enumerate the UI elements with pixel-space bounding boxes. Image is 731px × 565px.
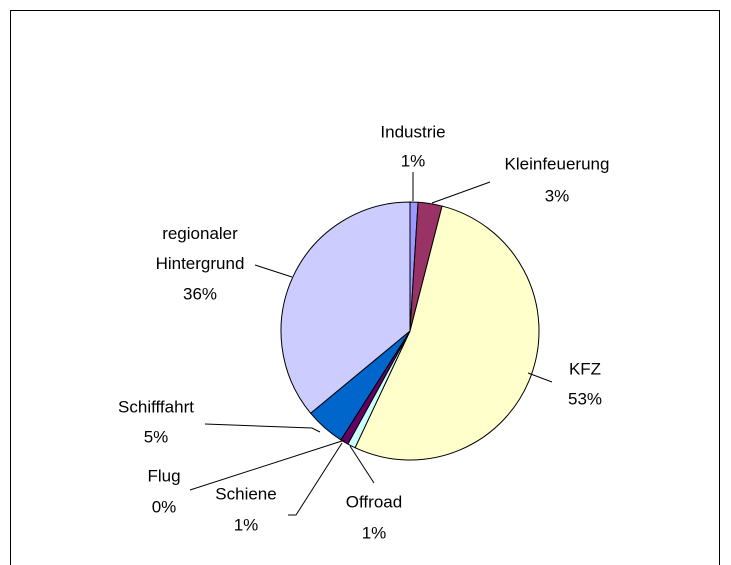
slice-value-label: 3%	[545, 186, 570, 205]
leader-line	[204, 423, 321, 433]
slice-value-label: 0%	[152, 497, 177, 516]
slice-label: Flug	[147, 466, 180, 485]
slice-label: Schiene	[215, 484, 276, 503]
slice-value-label: 36%	[183, 284, 217, 303]
slice-value-label: 5%	[144, 427, 169, 446]
slice-label: Offroad	[346, 492, 402, 511]
slice-value-label: 1%	[401, 151, 426, 170]
pie-slice	[280, 201, 411, 414]
leader-line	[349, 445, 375, 484]
slice-value-label: 1%	[362, 523, 387, 542]
leader-line	[254, 264, 293, 278]
slice-label: KFZ	[569, 359, 601, 378]
slice-label: Industrie	[380, 122, 445, 141]
slice-label: Kleinfeuerung	[505, 154, 610, 173]
slice-label: regionaler Hintergrund	[156, 224, 245, 273]
leader-line	[288, 442, 343, 516]
leader-line	[527, 372, 553, 383]
leader-line	[431, 181, 491, 204]
leader-line	[189, 439, 346, 491]
slice-value-label: 53%	[568, 389, 602, 408]
slice-label: Schifffahrt	[118, 397, 194, 416]
slice-value-label: 1%	[234, 515, 259, 534]
